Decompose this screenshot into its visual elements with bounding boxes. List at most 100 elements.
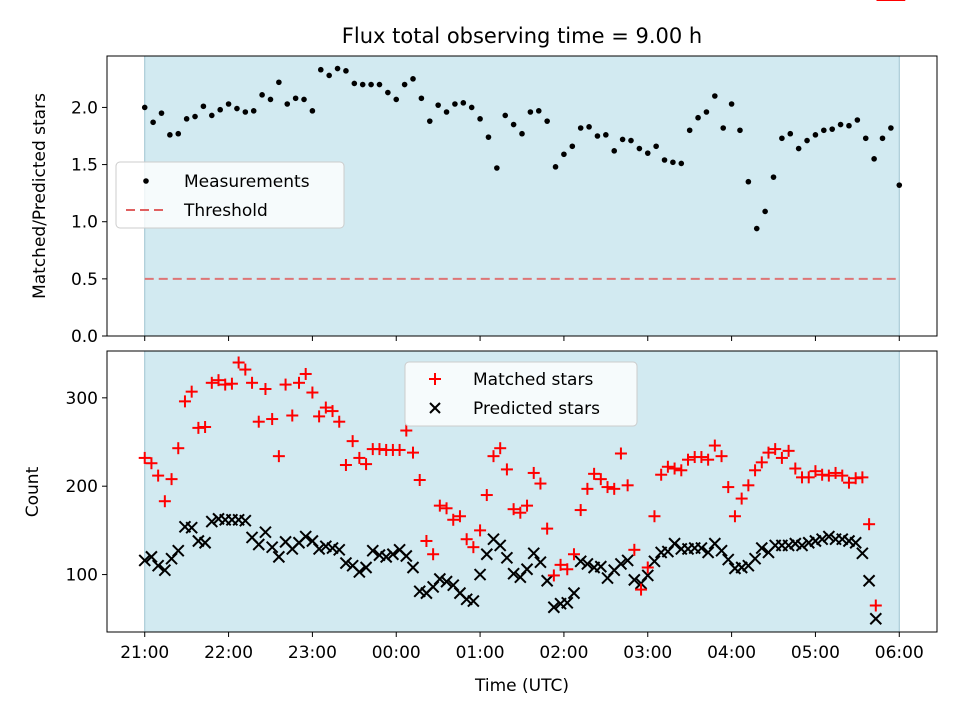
matched-star-point	[581, 482, 594, 495]
matched-star-point	[635, 583, 648, 596]
matched-star-point	[567, 548, 580, 561]
measurement-point	[443, 109, 450, 115]
top-panel: 0.00.51.01.52.0 Matched/Predicted stars …	[30, 55, 938, 347]
measurement-point	[284, 101, 291, 107]
matched-star-point	[433, 499, 446, 512]
top-y-ticks: 0.0 0.5 1.0 1.5 2.0	[71, 98, 107, 347]
measurement-point	[452, 101, 458, 107]
measurement-point	[485, 134, 492, 140]
measurement-point	[502, 112, 509, 119]
matched-star-point	[259, 382, 272, 395]
top-y-tick-label: 1.0	[71, 213, 98, 233]
matched-star-point	[561, 563, 574, 576]
predicted-stars-points	[138, 0, 905, 625]
bottom-y-label: Count	[23, 466, 43, 517]
predicted-star-point	[406, 561, 420, 574]
x-tick-label: 23:00	[288, 643, 337, 663]
matched-star-point	[728, 510, 741, 523]
matched-star-point	[628, 543, 641, 556]
chart-title: Flux total observing time = 9.00 h	[342, 24, 702, 48]
predicted-star-point	[239, 514, 252, 527]
predicted-star-point	[400, 549, 413, 563]
matched-star-point	[621, 479, 634, 492]
measurement-point	[208, 112, 215, 119]
predicted-star-point	[158, 563, 172, 577]
top-x-ticks	[144, 336, 900, 341]
matched-star-point	[246, 376, 259, 389]
matched-star-point	[286, 409, 299, 422]
measurement-point	[678, 160, 685, 167]
measurement-point	[225, 101, 232, 107]
measurement-point	[519, 130, 525, 137]
matched-stars-points	[138, 0, 906, 612]
matched-star-point	[353, 451, 366, 464]
x-tick-label: 04:00	[707, 643, 756, 663]
predicted-star-point	[527, 547, 540, 560]
matched-star-point	[507, 503, 520, 516]
matched-star-point	[440, 502, 453, 515]
matched-star-point	[252, 415, 265, 428]
measurement-point	[326, 72, 332, 79]
predicted-star-point	[259, 525, 272, 539]
measurement-point	[653, 143, 659, 150]
matched-star-point	[614, 447, 627, 460]
predicted-star-point	[272, 550, 286, 564]
matched-star-point	[292, 376, 305, 389]
measurement-point	[636, 145, 643, 152]
predicted-star-point	[145, 550, 158, 564]
matched-star-point	[279, 378, 292, 391]
measurement-point	[343, 68, 349, 74]
measurement-point	[888, 125, 894, 131]
measurement-point	[200, 103, 207, 110]
measurement-point	[217, 106, 223, 113]
top-legend: Measurements Threshold	[115, 161, 345, 229]
matched-star-point	[453, 510, 466, 523]
predicted-star-point	[480, 548, 493, 561]
top-y-tick-label: 0.5	[71, 270, 98, 290]
matched-star-point	[313, 410, 326, 423]
measurement-point	[846, 122, 852, 129]
matched-star-point	[199, 420, 212, 433]
measurement-point	[804, 137, 810, 144]
measurement-point	[527, 109, 534, 115]
matched-star-point	[809, 465, 822, 478]
predicted-star-point	[299, 530, 312, 543]
matched-star-point	[333, 415, 346, 428]
measurement-point	[426, 118, 433, 124]
predicted-star-point	[567, 586, 581, 600]
predicted-star-point	[540, 574, 554, 587]
matched-star-point	[648, 510, 661, 523]
predicted-star-point	[333, 543, 346, 557]
measurement-point	[745, 178, 752, 185]
measurement-point	[359, 81, 366, 88]
predicted-star-point	[614, 557, 628, 571]
measurement-point	[737, 127, 743, 134]
measurement-point	[644, 150, 651, 156]
measurement-point	[753, 225, 760, 232]
bottom-axes-frame	[106, 350, 938, 633]
x-axis-label: Time (UTC)	[474, 676, 569, 696]
measurement-point	[896, 182, 903, 188]
measurement-point	[561, 151, 567, 158]
matched-star-point	[749, 464, 762, 477]
x-tick-label: 21:00	[120, 643, 169, 663]
matched-star-point	[500, 463, 513, 476]
predicted-star-point	[386, 548, 400, 561]
matched-star-point	[460, 533, 473, 546]
legend-threshold-label: Threshold	[183, 201, 268, 221]
measurement-point	[368, 81, 374, 88]
matched-star-point	[306, 386, 319, 399]
measurement-point	[628, 137, 634, 144]
measurement-point	[259, 92, 265, 98]
bottom-y-tick-label: 300	[66, 389, 98, 409]
measurement-point	[250, 108, 257, 114]
predicted-star-point	[252, 538, 265, 551]
measurement-point	[670, 159, 676, 166]
matched-star-point	[165, 473, 178, 486]
measurement-point	[410, 76, 416, 82]
top-axes-frame	[106, 55, 938, 337]
predicted-star-point	[715, 544, 728, 557]
predicted-star-point	[695, 541, 708, 555]
matched-star-point	[782, 444, 795, 457]
